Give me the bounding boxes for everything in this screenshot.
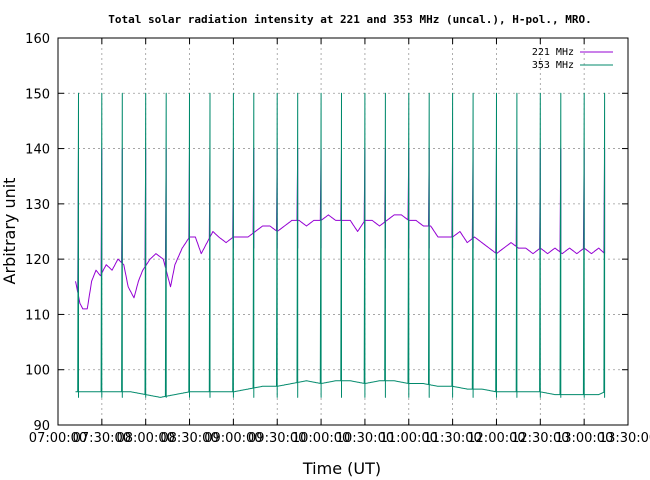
plot-frame bbox=[57, 37, 629, 426]
x-tick-label: 12:00:00 bbox=[467, 431, 525, 446]
x-tick-label: 08:00:00 bbox=[116, 431, 174, 446]
y-tick-label: 100 bbox=[25, 364, 50, 379]
series-layer bbox=[75, 92, 606, 398]
x-axis-label: Time (UT) bbox=[302, 459, 381, 478]
grid bbox=[58, 38, 628, 425]
ticks: 9010011012013014015016007:00:0007:30:000… bbox=[25, 32, 650, 446]
y-tick-label: 150 bbox=[25, 87, 50, 102]
y-tick-label: 160 bbox=[25, 32, 50, 47]
chart-title: Total solar radiation intensity at 221 a… bbox=[108, 13, 591, 26]
y-tick-label: 120 bbox=[25, 253, 50, 268]
y-axis-label: Arbitrary unit bbox=[0, 178, 19, 285]
y-tick-label: 130 bbox=[25, 198, 50, 213]
x-tick-label: 07:00:00 bbox=[29, 431, 87, 446]
x-tick-label: 12:30:00 bbox=[511, 431, 569, 446]
x-tick-label: 10:30:00 bbox=[336, 431, 394, 446]
x-tick-label: 08:30:00 bbox=[160, 431, 218, 446]
legend: 221 MHz 353 MHz bbox=[532, 47, 613, 71]
y-tick-label: 110 bbox=[25, 308, 50, 323]
x-tick-label: 09:30:00 bbox=[248, 431, 306, 446]
y-tick-label: 140 bbox=[25, 143, 50, 158]
x-tick-label: 07:30:00 bbox=[73, 431, 131, 446]
x-tick-label: 10:00:00 bbox=[292, 431, 350, 446]
series-line-353-mhz bbox=[75, 92, 606, 398]
legend-label: 221 MHz bbox=[532, 47, 574, 58]
x-tick-label: 13:00:00 bbox=[555, 431, 613, 446]
legend-label: 353 MHz bbox=[532, 60, 574, 71]
x-tick-label: 11:30:00 bbox=[423, 431, 481, 446]
x-tick-label: 13:30:00 bbox=[599, 431, 650, 446]
x-tick-label: 11:00:00 bbox=[380, 431, 438, 446]
y-tick-label: 90 bbox=[33, 419, 50, 434]
x-tick-label: 09:00:00 bbox=[204, 431, 262, 446]
